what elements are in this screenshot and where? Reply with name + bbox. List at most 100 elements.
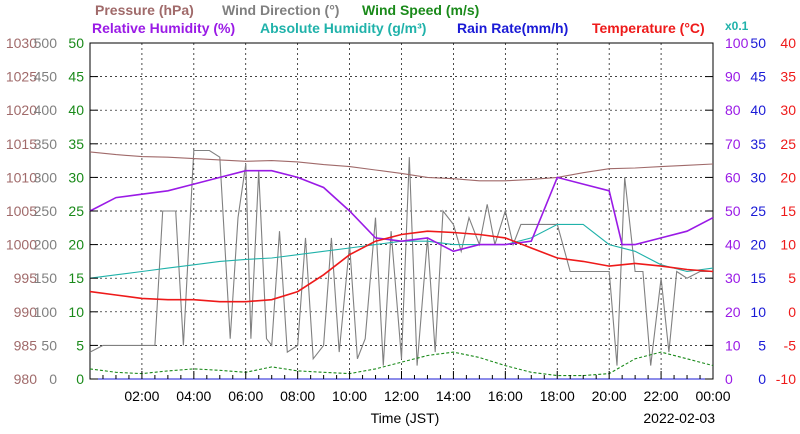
- legend-absolute-humidity: Absolute Humidity (g/m³): [260, 20, 426, 36]
- series-line-humidity: [89, 169, 714, 253]
- tick-label-rain: 50: [750, 35, 766, 51]
- tick-label-wind_dir: 400: [34, 102, 58, 118]
- series-line-wind-dir: [89, 149, 713, 366]
- x-tick-label: 20:00: [592, 388, 627, 404]
- tick-label-humidity: 60: [725, 169, 741, 185]
- series-line-temperature: [89, 230, 714, 303]
- legend-temperature: Temperature (°C): [592, 20, 705, 36]
- tick-label-pressure: 1020: [6, 102, 37, 118]
- tick-label-wind_speed: 0: [76, 371, 84, 387]
- tick-label-rain: 0: [758, 371, 766, 387]
- tick-label-wind_dir: 100: [34, 304, 58, 320]
- tick-label-humidity: 90: [725, 69, 741, 85]
- tick-label-humidity: 10: [725, 337, 741, 353]
- x-axis-ticks: 02:00 04:00 06:00 08:00 10:00 12:00 14:00 16:00…: [89, 42, 731, 404]
- tick-label-wind_speed: 10: [68, 304, 84, 320]
- tick-label-wind_speed: 30: [68, 169, 84, 185]
- tick-label-wind_speed: 15: [68, 270, 84, 286]
- tick-label-wind_speed: 45: [68, 69, 84, 85]
- legend-pressure: Pressure (hPa): [95, 2, 194, 18]
- series-line-pressure: [89, 151, 714, 182]
- tick-label-wind_dir: 300: [34, 169, 58, 185]
- x-tick-label: 04:00: [176, 388, 211, 404]
- tick-label-pressure: 1030: [6, 35, 37, 51]
- tick-label-wind_dir: 450: [34, 69, 58, 85]
- tick-label-temperature: 10: [780, 237, 796, 253]
- tick-label-pressure: 1015: [6, 136, 37, 152]
- legend-wind-direction: Wind Direction (°): [222, 2, 339, 18]
- tick-label-pressure: 1005: [6, 203, 37, 219]
- tick-label-temperature: 25: [780, 136, 796, 152]
- legend-rain-rate: Rain Rate(mm/h): [457, 20, 568, 36]
- x-tick-label: 10:00: [332, 388, 367, 404]
- tick-label-humidity: 0: [725, 371, 733, 387]
- tick-label-humidity: 70: [725, 136, 741, 152]
- tick-label-wind_speed: 25: [68, 203, 84, 219]
- tick-label-temperature: -10: [776, 371, 796, 387]
- x-axis-label: Time (JST): [371, 410, 440, 426]
- x-tick-label: 06:00: [228, 388, 263, 404]
- tick-label-pressure: 1010: [6, 169, 37, 185]
- tick-label-pressure: 1000: [6, 237, 37, 253]
- tick-label-temperature: 20: [780, 169, 796, 185]
- x-tick-label: 16:00: [488, 388, 523, 404]
- tick-label-rain: 30: [750, 169, 766, 185]
- tick-label-humidity: 30: [725, 270, 741, 286]
- tick-label-rain: 40: [750, 102, 766, 118]
- x-tick-label: 00:00: [695, 388, 730, 404]
- tick-label-humidity: 50: [725, 203, 741, 219]
- tick-label-rain: 35: [750, 136, 766, 152]
- tick-label-humidity: 40: [725, 237, 741, 253]
- legend-relative-humidity: Relative Humidity (%): [92, 20, 235, 36]
- tick-label-wind_speed: 5: [76, 337, 84, 353]
- x-tick-label: 08:00: [280, 388, 315, 404]
- tick-label-wind_dir: 250: [34, 203, 58, 219]
- tick-label-humidity: 100: [725, 35, 749, 51]
- tick-label-wind_dir: 0: [49, 371, 57, 387]
- tick-label-rain: 5: [758, 337, 766, 353]
- tick-label-wind_dir: 200: [34, 237, 58, 253]
- tick-label-wind_dir: 150: [34, 270, 58, 286]
- tick-label-temperature: 40: [780, 35, 796, 51]
- x-tick-label: 18:00: [540, 388, 575, 404]
- tick-label-wind_dir: 500: [34, 35, 58, 51]
- tick-label-rain: 10: [750, 304, 766, 320]
- legend: Pressure (hPa) Wind Direction (°) Wind S…: [92, 2, 749, 36]
- tick-label-temperature: 30: [780, 102, 796, 118]
- legend-multiplier: x0.1: [725, 19, 749, 33]
- tick-label-wind_dir: 350: [34, 136, 58, 152]
- tick-label-temperature: 5: [788, 270, 796, 286]
- tick-label-humidity: 80: [725, 102, 741, 118]
- tick-label-rain: 25: [750, 203, 766, 219]
- tick-label-pressure: 990: [14, 304, 38, 320]
- tick-label-temperature: 15: [780, 203, 796, 219]
- tick-label-temperature: 0: [788, 304, 796, 320]
- tick-label-pressure: 980: [14, 371, 38, 387]
- axis-wind-direction-ticks: 0 50 100 150 200 250 300 350 400 450 500: [34, 35, 58, 387]
- tick-label-temperature: 35: [780, 69, 796, 85]
- x-tick-label: 14:00: [436, 388, 471, 404]
- tick-label-temperature: -5: [784, 337, 797, 353]
- legend-wind-speed: Wind Speed (m/s): [362, 2, 479, 18]
- x-tick-label: 12:00: [384, 388, 419, 404]
- tick-label-rain: 20: [750, 237, 766, 253]
- x-tick-label: 22:00: [644, 388, 679, 404]
- axis-wind-speed-ticks: 0 5 10 15 20 25 30 35 40 45 50: [68, 35, 84, 387]
- tick-label-pressure: 985: [14, 337, 38, 353]
- axis-temperature-ticks: -10 -5 0 5 10 15 20 25 30 35 40: [776, 35, 796, 387]
- x-tick-label: 02:00: [124, 388, 159, 404]
- axis-humidity-ticks: 0 10 20 30 40 50 60 70 80 90 100: [725, 35, 749, 387]
- tick-label-rain: 45: [750, 69, 766, 85]
- axis-pressure-ticks: 980 985 990 995 1000 1005 1010 1015 1020 1025 1030: [6, 35, 37, 387]
- tick-label-wind_speed: 50: [68, 35, 84, 51]
- tick-label-wind_dir: 50: [41, 337, 57, 353]
- tick-label-rain: 15: [750, 270, 766, 286]
- tick-label-pressure: 995: [14, 270, 38, 286]
- chart-date: 2022-02-03: [643, 410, 715, 426]
- tick-label-wind_speed: 35: [68, 136, 84, 152]
- tick-label-wind_speed: 40: [68, 102, 84, 118]
- axis-rain-ticks: 0 5 10 15 20 25 30 35 40 45 50: [750, 35, 766, 387]
- tick-label-pressure: 1025: [6, 69, 37, 85]
